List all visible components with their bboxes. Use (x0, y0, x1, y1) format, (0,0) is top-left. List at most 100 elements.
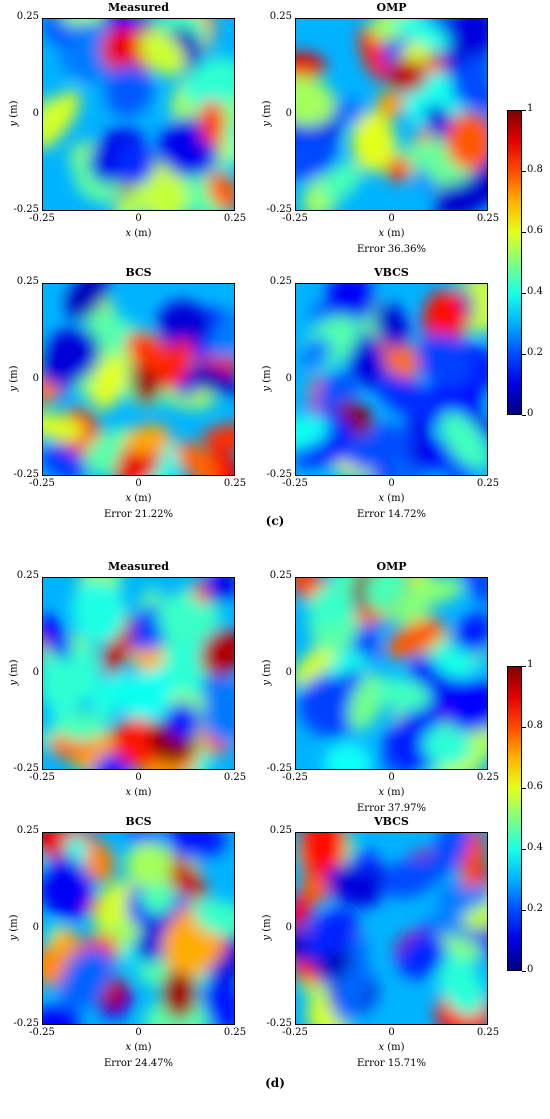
colorbar-tick-mark (522, 849, 526, 850)
heatmap-image (42, 18, 235, 211)
x-axis-variable: x (125, 1042, 132, 1053)
heatmap-blob (326, 284, 376, 323)
figure-label: (d) (265, 1076, 285, 1090)
colorbar-tick-label: 0.4 (527, 286, 543, 297)
heatmap-panel: VBCS 0.25 0 -0.25 -0.25 0 0.25 x (m) y (m) Error … (262, 815, 500, 1069)
heatmap-blob (386, 156, 411, 183)
panel-title: VBCS (374, 266, 409, 279)
y-tick-label: 0 (32, 372, 39, 384)
x-tick-label: 0 (135, 1027, 142, 1038)
heatmap-image (295, 832, 488, 1025)
error-annotation: Error 37.97% (357, 803, 426, 814)
y-tick-label: 0.25 (16, 11, 39, 22)
error-annotation: Error 36.36% (357, 244, 426, 255)
x-tick-label: 0 (135, 772, 142, 783)
x-axis-variable: x (378, 1042, 385, 1053)
x-tick-label: 0.25 (223, 1027, 247, 1038)
heatmap-field (296, 284, 487, 475)
x-axis-label: x (m) (295, 493, 488, 504)
y-axis-variable: y (8, 934, 20, 941)
y-axis-unit: (m) (8, 99, 20, 121)
y-tick-label: -0.25 (13, 204, 39, 215)
x-tick-label: 0 (135, 478, 142, 489)
heatmap-blob (209, 309, 234, 360)
colorbar-tick-mark (522, 354, 526, 355)
x-tick-label: 0 (388, 213, 395, 224)
heatmap-blob (298, 674, 361, 737)
heatmap-blob (59, 947, 113, 1010)
heatmap-blob (180, 363, 234, 395)
y-tick-label: 0.25 (269, 570, 292, 581)
y-axis-variable: y (8, 385, 20, 392)
heatmap-blob (304, 908, 358, 960)
y-tick-label: -0.25 (13, 469, 39, 480)
heatmap-blob (376, 90, 404, 118)
x-axis-unit: (m) (384, 228, 405, 239)
heatmap-blob (376, 677, 431, 712)
y-tick-label: 0 (285, 666, 292, 678)
heatmap-blob (461, 578, 487, 604)
panel-title: Measured (108, 560, 169, 573)
heatmap-image (42, 577, 235, 770)
x-axis-unit: (m) (384, 787, 405, 798)
heatmap-blob (157, 300, 209, 353)
heatmap-blob (103, 611, 133, 675)
heatmap-image (42, 283, 235, 476)
heatmap-blob (298, 833, 347, 879)
heatmap-blob (202, 683, 234, 744)
y-axis-unit: (m) (261, 364, 273, 386)
y-axis-label: y (m) (262, 907, 273, 947)
panel-title: BCS (125, 266, 152, 279)
y-tick-label: -0.25 (266, 469, 292, 480)
heatmap-blob (71, 580, 127, 644)
colorbar-tick-label: 0.6 (527, 225, 543, 236)
y-axis-unit: (m) (8, 913, 20, 935)
heatmap-image (42, 832, 235, 1025)
heatmap-blob (66, 284, 109, 319)
y-axis-label: y (m) (9, 907, 20, 947)
heatmap-blob (422, 726, 472, 766)
heatmap-blob (85, 842, 114, 884)
y-tick-label: -0.25 (266, 1018, 292, 1029)
heatmap-blob (347, 331, 387, 389)
y-tick-label: 0 (32, 666, 39, 678)
heatmap-blob (124, 424, 172, 455)
heatmap-blob (183, 57, 234, 110)
heatmap-blob (205, 447, 234, 475)
colorbar (507, 666, 522, 971)
x-tick-label: -0.25 (29, 1027, 55, 1038)
heatmap-blob (387, 58, 427, 92)
heatmap-blob (296, 132, 338, 181)
colorbar-tick-label: 0.8 (527, 720, 543, 731)
x-tick-label: 0 (388, 478, 395, 489)
heatmap-blob (319, 162, 362, 202)
y-axis-unit: (m) (8, 658, 20, 680)
x-axis-unit: (m) (384, 493, 405, 504)
heatmap-blob (392, 19, 451, 49)
x-tick-label: 0.25 (476, 772, 500, 783)
heatmap-panel: Measured 0.25 0 -0.25 -0.25 0 0.25 x (m) y (m) (9, 560, 247, 798)
y-tick-label: 0 (32, 921, 39, 933)
panel-title: Measured (108, 1, 169, 14)
x-axis-variable: x (378, 787, 385, 798)
x-tick-label: 0.25 (476, 1027, 500, 1038)
heatmap-field (296, 578, 487, 769)
heatmap-blob (176, 441, 218, 475)
heatmap-blob (167, 833, 212, 859)
x-axis-variable: x (378, 493, 385, 504)
heatmap-blob (374, 302, 409, 349)
heatmap-blob (401, 578, 464, 606)
x-tick-label: 0 (388, 772, 395, 783)
x-tick-label: 0 (135, 213, 142, 224)
heatmap-blob (431, 644, 476, 679)
x-tick-label: 0.25 (476, 213, 500, 224)
x-axis-label: x (m) (42, 1042, 235, 1053)
heatmap-blob (364, 578, 407, 610)
heatmap-blob (296, 52, 326, 81)
y-axis-label: y (m) (9, 652, 20, 692)
panel-title: VBCS (374, 815, 409, 828)
heatmap-blob (200, 629, 234, 677)
heatmap-blob (205, 578, 234, 603)
y-axis-variable: y (261, 385, 273, 392)
y-tick-label: 0 (32, 107, 39, 119)
